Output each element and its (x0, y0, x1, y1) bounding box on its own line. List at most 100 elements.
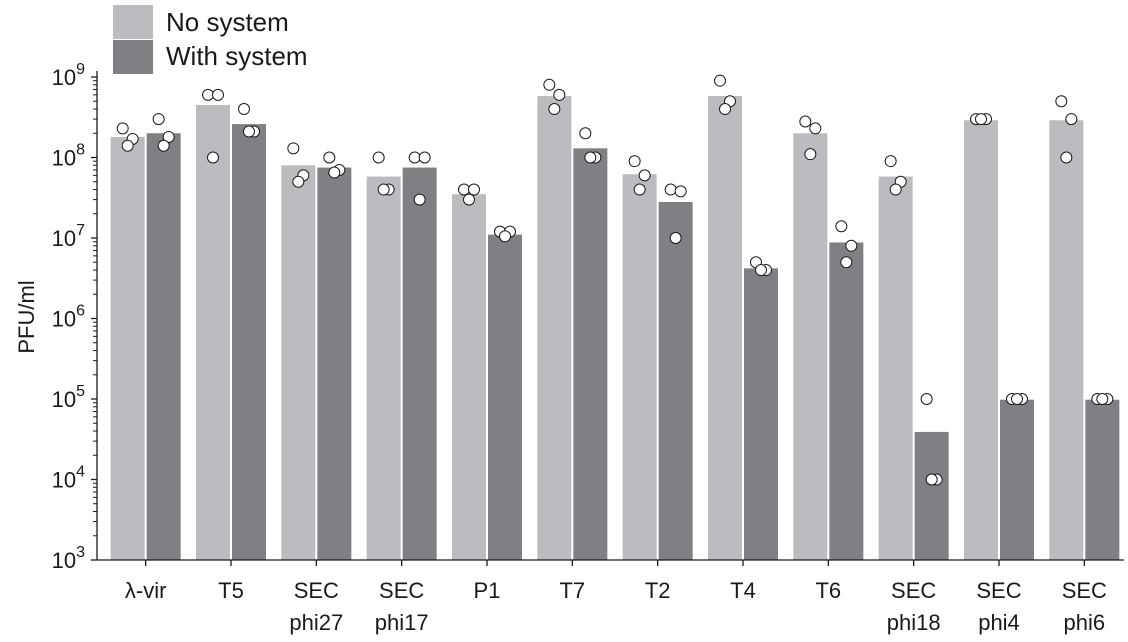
point-no-system-sec-phi6-2 (1065, 113, 1078, 126)
y-tick-exponent-8: 8 (76, 142, 85, 159)
legend-swatch-with-system (113, 40, 153, 74)
x-tick-label-sec-phi18-line2: phi18 (887, 610, 941, 635)
x-tick-label-t2: T2 (645, 578, 671, 603)
point-no-system-sec-phi27-3 (292, 175, 305, 188)
legend-label-with-system: With system (166, 41, 308, 71)
y-tick-label-4: 104 (52, 464, 85, 493)
bar-no-system-t2 (622, 174, 657, 560)
y-tick-exponent-3: 3 (76, 544, 85, 561)
axes-layer (91, 71, 1124, 566)
point-no-system-t4-3 (719, 103, 731, 116)
y-tick-exponent-7: 7 (76, 222, 85, 239)
bar-no-system-t4 (708, 96, 742, 561)
point-no-system-t2-2 (638, 169, 651, 182)
point-with-system-t4-3 (755, 264, 767, 277)
point-no-system-sec-phi17-1 (372, 151, 385, 164)
bar-no-system-p1 (452, 194, 486, 561)
point-with-system-t2-2 (674, 185, 687, 198)
point-with-system-p1-3 (499, 230, 511, 243)
point-with-system-t2-1 (664, 183, 677, 196)
x-tick-label-t4: T4 (730, 578, 756, 603)
x-tick-label-sec-phi27-line1: SEC (294, 578, 339, 603)
bar-no-system-sec-phi17 (366, 176, 401, 560)
bar-with-system-t2 (658, 202, 693, 560)
y-tick-label-6: 106 (52, 303, 85, 332)
point-with-system-t2-3 (669, 232, 682, 244)
bar-no-system-sec-phi27 (281, 165, 316, 560)
point-with-system-t6-1 (835, 220, 848, 233)
point-no-system-sec-phi17-3 (377, 183, 390, 196)
bar-no-system-sec-phi18 (878, 176, 913, 560)
y-tick-label-9: 109 (52, 61, 85, 90)
y-tick-base-3: 10 (52, 548, 76, 573)
bar-no-system-vir (110, 136, 145, 560)
point-with-system-t5-3 (243, 125, 255, 138)
bar-with-system-sec-phi17 (402, 167, 437, 561)
bar-no-system-t7 (537, 96, 572, 561)
bar-no-system-sec-phi4 (964, 120, 998, 560)
y-tick-base-9: 10 (52, 65, 76, 90)
bar-with-system-sec-phi4 (1000, 399, 1034, 560)
y-axis-title: PFU/ml (14, 280, 39, 353)
x-tick-label-sec-phi27-line2: phi27 (289, 610, 343, 635)
y-tick-base-5: 10 (52, 387, 76, 412)
x-tick-label-sec-phi6-line1: SEC (1062, 578, 1107, 603)
point-no-system-p1-2 (468, 183, 480, 196)
point-with-system-t7-3 (584, 151, 597, 164)
point-no-system-vir-1 (116, 122, 129, 135)
x-tick-label-p1: P1 (474, 578, 501, 603)
legend: No system With system (113, 5, 308, 74)
point-no-system-t5-3 (207, 151, 219, 164)
x-tick-label-t7: T7 (559, 578, 585, 603)
y-tick-label-3: 103 (52, 544, 85, 573)
point-no-system-t2-3 (633, 183, 646, 196)
point-with-system-sec-phi17-3 (413, 193, 426, 206)
point-no-system-t2-1 (628, 155, 641, 168)
point-with-system-sec-phi17-1 (408, 151, 421, 164)
point-no-system-sec-phi18-3 (889, 183, 902, 196)
x-tick-label-vir: λ-vir (125, 578, 167, 603)
point-no-system-sec-phi6-1 (1055, 95, 1068, 108)
y-tick-base-7: 10 (52, 226, 76, 251)
point-with-system-vir-1 (152, 113, 165, 126)
y-tick-label-7: 107 (52, 222, 85, 251)
bar-with-system-t7 (573, 148, 608, 560)
point-with-system-t5-1 (238, 103, 250, 116)
x-tick-label-t6: T6 (815, 578, 841, 603)
y-tick-base-8: 10 (52, 146, 76, 171)
y-tick-label-8: 108 (52, 142, 85, 171)
bars-layer (110, 96, 1120, 561)
point-no-system-t5-1 (202, 88, 214, 101)
point-no-system-sec-phi18-1 (884, 155, 897, 168)
points-layer (116, 74, 1114, 486)
bar-with-system-t4 (744, 268, 778, 560)
y-tick-base-6: 10 (52, 307, 76, 332)
point-no-system-t7-3 (548, 103, 561, 116)
x-tick-label-sec-phi17-line2: phi17 (375, 610, 429, 635)
point-no-system-t4-1 (714, 74, 726, 87)
point-no-system-t6-1 (799, 115, 812, 128)
bar-with-system-t6 (829, 242, 864, 560)
x-tick-label-sec-phi4-line1: SEC (976, 578, 1021, 603)
point-no-system-vir-3 (121, 139, 134, 152)
point-no-system-t7-2 (553, 88, 566, 101)
bar-no-system-t6 (793, 133, 828, 560)
point-with-system-sec-phi17-2 (418, 151, 431, 164)
point-with-system-t6-2 (845, 239, 858, 252)
legend-swatch-no-system (113, 5, 153, 39)
bar-with-system-sec-phi6 (1085, 399, 1120, 560)
bar-with-system-sec-phi18 (914, 431, 949, 560)
point-with-system-t6-3 (840, 256, 853, 269)
point-no-system-sec-phi4-3 (975, 113, 987, 126)
point-with-system-sec-phi18-3 (925, 473, 938, 486)
x-tick-label-sec-phi18-line1: SEC (891, 578, 936, 603)
point-with-system-sec-phi18-1 (920, 393, 933, 405)
x-tick-label-sec-phi17-line1: SEC (379, 578, 424, 603)
y-tick-exponent-5: 5 (76, 383, 85, 400)
point-with-system-sec-phi4-3 (1011, 393, 1023, 405)
x-tick-label-t5: T5 (218, 578, 244, 603)
point-no-system-t5-2 (212, 88, 224, 101)
point-with-system-sec-phi27-1 (323, 151, 336, 164)
